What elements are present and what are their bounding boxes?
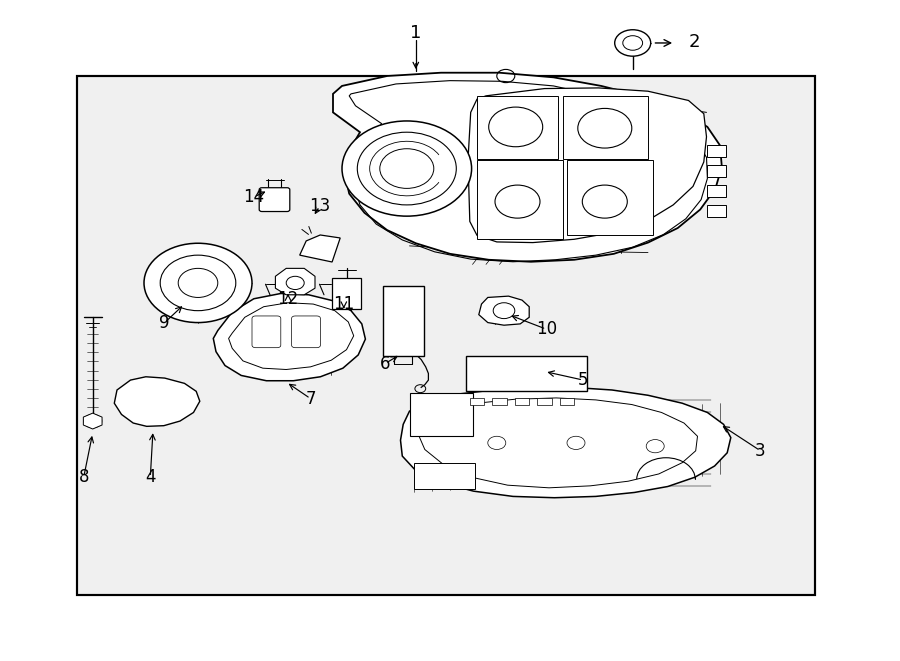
- Bar: [706, 165, 726, 177]
- Polygon shape: [114, 377, 200, 426]
- Polygon shape: [333, 73, 722, 262]
- FancyBboxPatch shape: [259, 188, 290, 212]
- Text: 6: 6: [380, 354, 391, 373]
- Text: 12: 12: [277, 290, 299, 308]
- Polygon shape: [275, 268, 315, 295]
- Circle shape: [342, 121, 472, 216]
- Bar: [76, 76, 814, 595]
- Bar: [560, 398, 574, 405]
- Bar: [477, 160, 562, 239]
- Text: 5: 5: [578, 371, 589, 389]
- Bar: [706, 145, 726, 157]
- Bar: [470, 398, 484, 405]
- Bar: [477, 96, 558, 159]
- Polygon shape: [400, 387, 731, 498]
- Text: 11: 11: [333, 295, 355, 313]
- Bar: [410, 393, 472, 436]
- Text: 9: 9: [159, 313, 170, 332]
- Text: 3: 3: [755, 442, 766, 460]
- Text: 13: 13: [309, 197, 330, 215]
- Bar: [567, 160, 652, 235]
- Text: 7: 7: [305, 389, 316, 408]
- Bar: [706, 185, 726, 197]
- Text: 14: 14: [243, 188, 265, 206]
- Text: 10: 10: [536, 320, 557, 338]
- FancyBboxPatch shape: [466, 356, 587, 391]
- Bar: [492, 398, 507, 405]
- Bar: [562, 96, 648, 159]
- Circle shape: [144, 243, 252, 323]
- Bar: [706, 205, 726, 217]
- Bar: [414, 463, 475, 489]
- Polygon shape: [479, 296, 529, 325]
- Polygon shape: [213, 293, 365, 381]
- Bar: [537, 398, 552, 405]
- Text: 4: 4: [145, 468, 156, 486]
- Text: 1: 1: [410, 24, 421, 42]
- Text: 2: 2: [689, 33, 700, 52]
- Polygon shape: [300, 235, 340, 262]
- FancyBboxPatch shape: [382, 286, 424, 356]
- Bar: [515, 398, 529, 405]
- Text: 8: 8: [78, 468, 89, 486]
- FancyBboxPatch shape: [332, 278, 361, 309]
- Polygon shape: [468, 88, 706, 243]
- Circle shape: [615, 30, 651, 56]
- Bar: [76, 76, 814, 595]
